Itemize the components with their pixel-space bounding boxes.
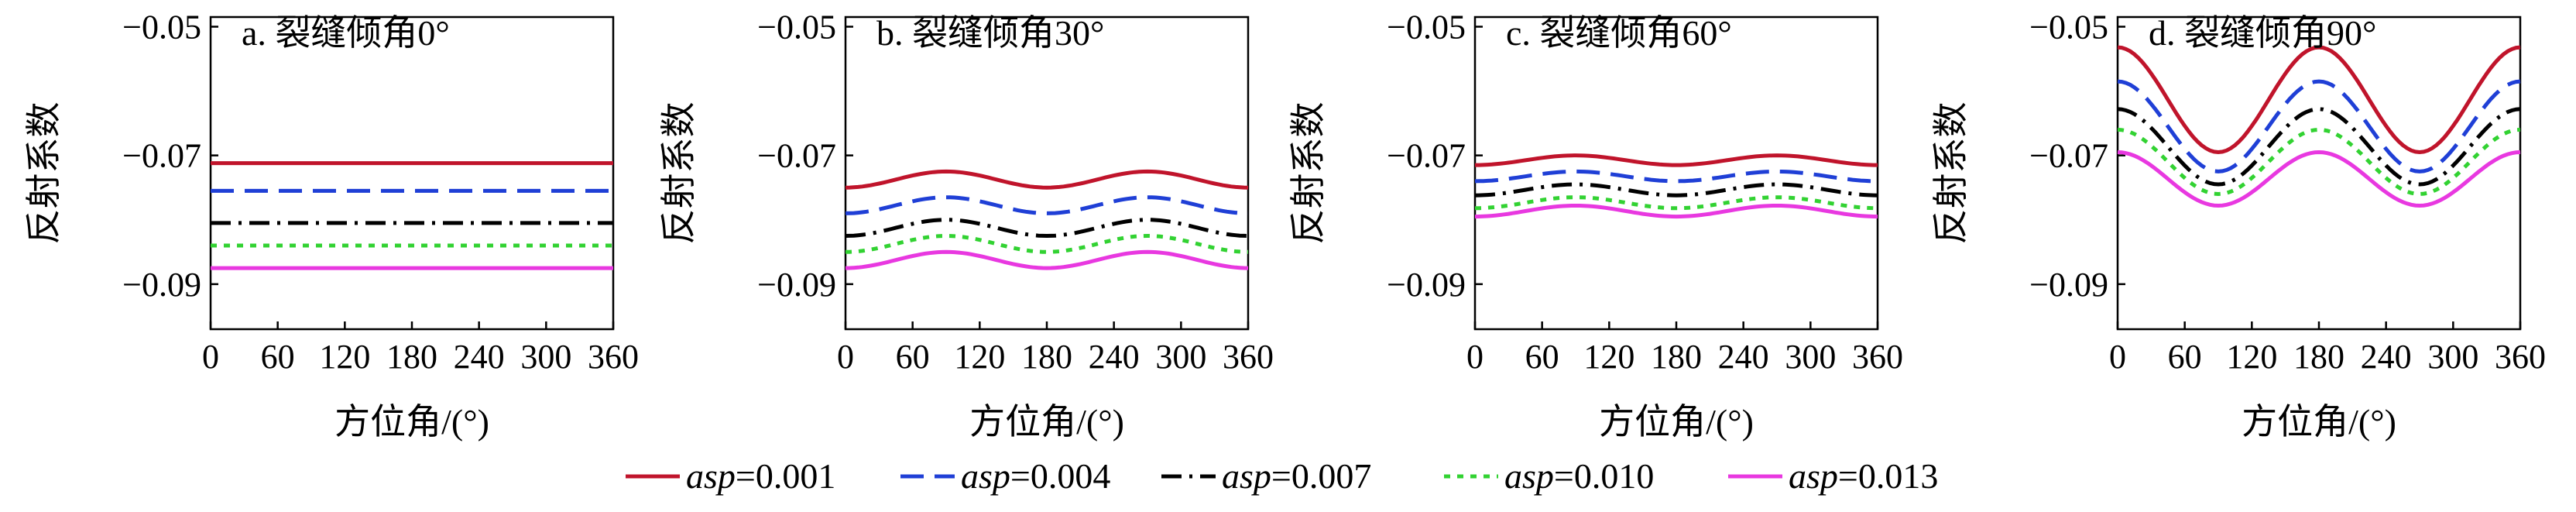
x-tick-label: 240	[454, 338, 505, 376]
x-tick-label: 360	[588, 338, 639, 376]
x-tick-label: 60	[1525, 338, 1559, 376]
series-line-asp-0.010	[2117, 127, 2521, 197]
x-tick-label: 300	[520, 338, 571, 376]
y-tick-label: −0.09	[757, 266, 836, 304]
series-line-asp-0.007	[1474, 182, 1878, 198]
x-tick-label: 360	[1223, 338, 1274, 376]
legend-label: asp=0.001	[686, 456, 835, 496]
legend-value: =0.010	[1554, 456, 1654, 496]
legend-label: asp=0.004	[961, 456, 1110, 496]
legend-value: =0.004	[1010, 456, 1110, 496]
y-tick-label: −0.07	[757, 137, 836, 175]
y-tick-label: −0.07	[122, 137, 201, 175]
legend-label: asp=0.010	[1504, 456, 1654, 496]
x-tick-label: 180	[2293, 338, 2344, 376]
x-tick-label: 60	[261, 338, 295, 376]
legend-var: asp	[1222, 456, 1271, 496]
series-line-asp-0.001	[2117, 45, 2521, 155]
legend-var: asp	[961, 456, 1010, 496]
y-axis-label: 反射系数	[659, 102, 698, 245]
plot-frame	[844, 15, 1250, 331]
y-tick-label: −0.09	[1387, 266, 1466, 304]
legend-var: asp	[686, 456, 736, 496]
x-axis-label: 方位角/(°)	[2242, 402, 2396, 442]
y-tick-label: −0.05	[122, 8, 201, 46]
series-line-asp-0.007	[2117, 107, 2521, 187]
series-line-asp-0.001	[1475, 153, 1878, 167]
legend: asp=0.001 asp=0.004 asp=0.007 asp=0.010 asp=…	[626, 456, 1938, 496]
y-tick-label: −0.09	[2029, 266, 2108, 304]
legend-value: =0.001	[736, 456, 835, 496]
x-tick-label: 0	[1466, 338, 1484, 376]
x-tick-label: 300	[1785, 338, 1836, 376]
x-tick-label: 120	[1583, 338, 1634, 376]
plot-frame	[209, 15, 615, 331]
legend-var: asp	[1789, 456, 1838, 496]
x-tick-label: 180	[386, 338, 437, 376]
legend-label: asp=0.007	[1222, 456, 1371, 496]
x-axis-label: 方位角/(°)	[1599, 402, 1754, 442]
x-tick-label: 120	[2226, 338, 2277, 376]
series-line-asp-0.010	[845, 233, 1249, 254]
panel-d: 0 60 120 180 240 300 360 −0.05 −0.07 −0.09 反射系数方位角…	[1931, 8, 2546, 442]
x-tick-label: 300	[2427, 338, 2478, 376]
series-line-asp-0.001	[845, 169, 1249, 190]
y-tick-label: −0.07	[1387, 137, 1466, 175]
x-tick-label: 120	[954, 338, 1005, 376]
legend-var: asp	[1504, 456, 1554, 496]
y-axis-label: 反射系数	[1931, 102, 1971, 245]
y-axis-label: 反射系数	[1288, 102, 1328, 245]
panel-b: 0 60 120 180 240 300 360 −0.05 −0.07 −0.09 反射系数方位角…	[659, 8, 1274, 442]
x-tick-label: 360	[2495, 338, 2546, 376]
y-axis-label: 反射系数	[24, 102, 63, 245]
y-tick-label: −0.09	[122, 266, 201, 304]
x-tick-label: 240	[1089, 338, 1140, 376]
x-tick-label: 0	[2109, 338, 2126, 376]
x-tick-label: 360	[1852, 338, 1903, 376]
series-line-asp-0.010	[1474, 195, 1878, 211]
series-line-asp-0.013	[2117, 149, 2521, 208]
x-axis-label: 方位角/(°)	[969, 402, 1124, 442]
series-line-asp-0.013	[845, 249, 1249, 270]
panel-a: 0 60 120 180 240 300 360 −0.05 −0.07 −0.09 反射系数方位角…	[24, 8, 639, 442]
panel-title: b. 裂缝倾角30°	[876, 13, 1104, 53]
series-line-asp-0.004	[2117, 79, 2521, 174]
y-tick-label: −0.05	[757, 8, 836, 46]
x-tick-label: 60	[2168, 338, 2202, 376]
legend-value: =0.007	[1271, 456, 1371, 496]
x-tick-label: 240	[2361, 338, 2412, 376]
panel-title: a. 裂缝倾角0°	[242, 13, 450, 53]
x-tick-label: 300	[1155, 338, 1206, 376]
legend-value: =0.013	[1838, 456, 1938, 496]
x-tick-label: 0	[202, 338, 219, 376]
panel-title: d. 裂缝倾角90°	[2149, 13, 2376, 53]
panel-c: 0 60 120 180 240 300 360 −0.05 −0.07 −0.09 反射系数方位角…	[1288, 8, 1903, 442]
legend-label: asp=0.013	[1789, 456, 1938, 496]
x-tick-label: 120	[319, 338, 370, 376]
series-line-asp-0.007	[845, 218, 1249, 239]
x-tick-label: 240	[1718, 338, 1769, 376]
y-tick-label: −0.05	[2029, 8, 2108, 46]
y-tick-label: −0.07	[2029, 137, 2108, 175]
series-line-asp-0.004	[1474, 169, 1878, 184]
panel-title: c. 裂缝倾角60°	[1506, 13, 1732, 53]
x-tick-label: 0	[837, 338, 854, 376]
y-tick-label: −0.05	[1387, 8, 1466, 46]
series-line-asp-0.013	[1474, 204, 1878, 219]
x-tick-label: 180	[1651, 338, 1702, 376]
x-tick-label: 60	[896, 338, 930, 376]
series-line-asp-0.004	[845, 195, 1249, 215]
x-tick-label: 180	[1021, 338, 1072, 376]
x-axis-label: 方位角/(°)	[334, 402, 489, 442]
